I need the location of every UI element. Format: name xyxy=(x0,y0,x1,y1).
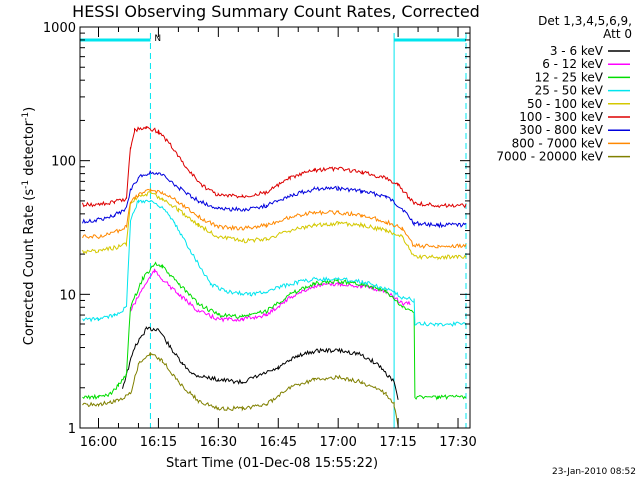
y-tick-label: 1 xyxy=(68,422,76,437)
chart-title: HESSI Observing Summary Count Rates, Cor… xyxy=(72,2,480,21)
series-line xyxy=(122,325,399,400)
series-line xyxy=(82,199,467,328)
series-lines xyxy=(82,125,467,427)
legend-label: 50 - 100 keV xyxy=(527,97,604,111)
y-axis-label-sup2: -1 xyxy=(21,112,31,121)
x-axis-label: Start Time (01-Dec-08 15:55:22) xyxy=(166,456,378,471)
legend-label: 7000 - 20000 keV xyxy=(496,150,603,164)
y-axis-label-main: Corrected Count Rate (s xyxy=(22,189,37,346)
annotation-flag: N xyxy=(154,34,161,44)
timestamp: 23-Jan-2010 08:52 xyxy=(552,467,636,477)
legend-label: 25 - 50 keV xyxy=(535,84,604,98)
y-tick-label: 10 xyxy=(59,288,76,303)
legend-label: 300 - 800 keV xyxy=(519,123,603,137)
series-line xyxy=(82,261,467,401)
plot-area xyxy=(80,33,467,428)
legend-label: 100 - 300 keV xyxy=(519,110,603,124)
series-line xyxy=(82,125,467,209)
y-tick-label: 100 xyxy=(51,155,76,170)
x-tick-label: 17:00 xyxy=(319,435,356,450)
legend-label: 6 - 12 keV xyxy=(542,57,604,71)
legend-header-line-2: Att 0 xyxy=(603,27,632,41)
legend-label: 12 - 25 keV xyxy=(535,70,604,84)
series-line xyxy=(82,170,467,229)
y-axis-label-sup1: -1 xyxy=(21,180,31,189)
plot-frame xyxy=(79,26,471,429)
series-line xyxy=(130,268,411,323)
marker-lines xyxy=(80,33,467,428)
series-line xyxy=(82,352,399,427)
legend-header-line-1: Det 1,3,4,5,6,9, xyxy=(538,14,632,28)
y-axis-label-mid: detector xyxy=(22,120,37,180)
y-tick-label: 1000 xyxy=(43,21,76,36)
axes: 1 10 100 1000 16:00 16:15 16:30 16:45 17:00 17:15… xyxy=(43,21,477,450)
x-tick-label: 16:45 xyxy=(260,435,297,450)
series-line xyxy=(82,190,467,261)
y-axis-label-end: ) xyxy=(22,107,37,112)
y-axis-label: Corrected Count Rate (s-1 detector-1) xyxy=(21,107,37,345)
x-tick-label: 16:15 xyxy=(140,435,177,450)
x-tick-label: 17:15 xyxy=(379,435,416,450)
x-tick-label: 16:30 xyxy=(200,435,237,450)
x-tick-label: 16:00 xyxy=(80,435,117,450)
series-line xyxy=(82,187,467,250)
legend-label: 800 - 7000 keV xyxy=(512,136,604,150)
x-tick-label: 17:30 xyxy=(439,435,476,450)
legend-label: 3 - 6 keV xyxy=(550,44,604,58)
